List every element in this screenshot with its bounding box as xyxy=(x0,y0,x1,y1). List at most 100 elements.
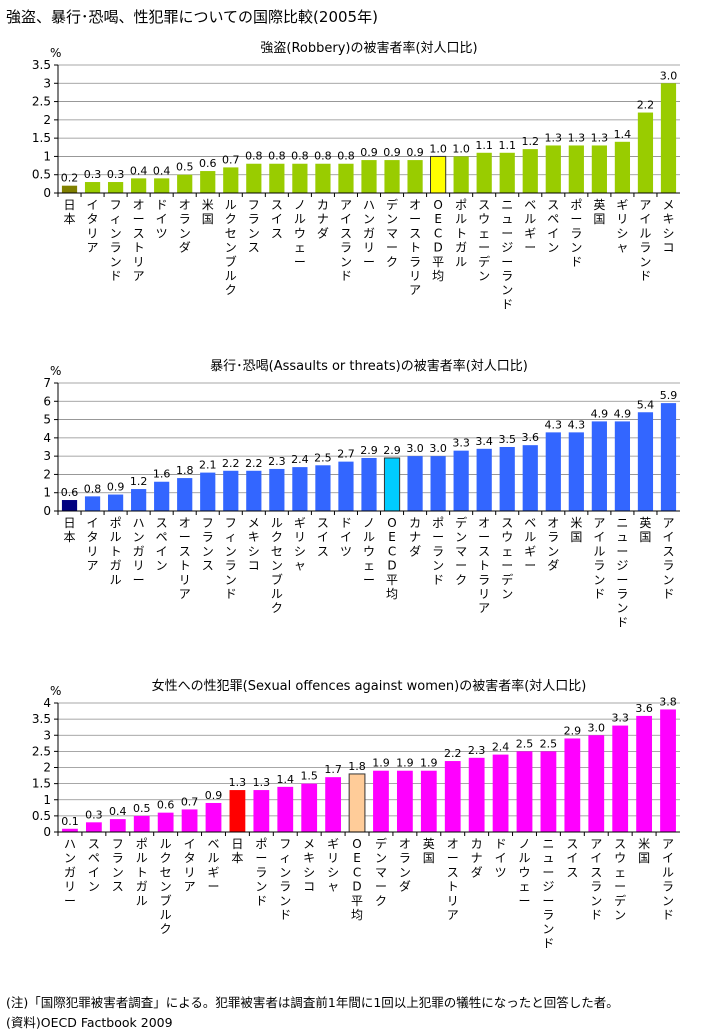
bar xyxy=(522,445,538,511)
bar xyxy=(499,152,515,193)
bar-value-label: 3.3 xyxy=(611,712,629,725)
category-label: オーストリア xyxy=(179,516,191,601)
bar xyxy=(540,751,557,832)
category-label: 英国 xyxy=(593,198,605,226)
bar xyxy=(453,156,469,193)
category-label: 日本 xyxy=(231,837,243,865)
bar-value-label: 1.5 xyxy=(300,770,318,783)
category-label: ハンガリー xyxy=(64,837,76,908)
y-tick-label: 3 xyxy=(43,76,51,90)
bar-value-label: 3.0 xyxy=(588,721,606,734)
bar-value-label: 2.5 xyxy=(516,737,534,750)
category-label: ポルトガル xyxy=(136,837,148,908)
y-tick-label: 2.5 xyxy=(32,95,51,109)
category-label: ドイツ xyxy=(340,516,352,558)
bar xyxy=(453,450,469,511)
bar xyxy=(373,770,389,832)
y-tick-label: 5 xyxy=(43,413,51,427)
y-tick-label: 2 xyxy=(43,113,51,127)
y-tick-label: 0.5 xyxy=(32,168,51,182)
category-label: イタリア xyxy=(87,516,99,573)
bar xyxy=(476,448,492,511)
category-label: スイス xyxy=(317,516,329,558)
bar xyxy=(246,163,262,193)
bar xyxy=(223,470,239,511)
bar-value-label: 3.4 xyxy=(475,435,493,448)
category-label: アイルランド xyxy=(639,198,651,283)
bar xyxy=(637,412,654,511)
bar xyxy=(499,447,515,511)
bar xyxy=(269,163,285,193)
bar xyxy=(253,790,270,832)
bar-value-label: 3.5 xyxy=(498,433,516,446)
bar xyxy=(109,819,126,832)
category-label: オランダ xyxy=(399,837,411,894)
category-label: オーストリア xyxy=(447,837,459,922)
y-tick-label: 2 xyxy=(43,761,51,775)
category-label: メキシコ xyxy=(303,837,315,894)
bar xyxy=(361,160,377,193)
bar-value-label: 0.8 xyxy=(268,150,286,163)
y-tick-label: 0 xyxy=(43,504,51,518)
y-tick-label: 4 xyxy=(43,431,51,445)
bar-value-label: 3.0 xyxy=(429,442,447,455)
bar-value-label: 5.4 xyxy=(637,398,655,411)
category-label: 英国 xyxy=(423,837,435,865)
bar xyxy=(660,403,677,511)
category-label: アイルランド xyxy=(662,837,674,922)
bar xyxy=(383,457,401,512)
category-label: ルクセンブルク xyxy=(160,837,172,936)
bar-value-label: 1.8 xyxy=(176,464,194,477)
bar-value-label: 1.7 xyxy=(324,763,342,776)
bar-value-label: 2.9 xyxy=(564,724,582,737)
category-label: ルクセンブルク xyxy=(225,198,237,297)
bar xyxy=(660,83,677,193)
y-tick-label: 4 xyxy=(43,696,51,710)
bar-value-label: 2.2 xyxy=(222,457,240,470)
category-label: スペイン xyxy=(88,837,100,894)
category-label: デンマーク xyxy=(375,836,387,908)
bar xyxy=(568,432,584,511)
bar-value-label: 0.4 xyxy=(109,805,127,818)
category-label: ノルウェー xyxy=(518,837,530,908)
y-tick-label: 0.5 xyxy=(32,809,51,823)
bar xyxy=(229,790,246,832)
bar-value-label: 1.9 xyxy=(420,757,438,770)
bar-value-label: 2.5 xyxy=(314,451,332,464)
bar-value-label: 0.1 xyxy=(61,815,79,828)
y-tick-label: 3 xyxy=(43,728,51,742)
bar xyxy=(177,174,193,193)
bar xyxy=(384,160,400,193)
bar xyxy=(107,182,124,193)
bar-value-label: 0.5 xyxy=(176,161,194,174)
bar xyxy=(361,457,377,511)
category-label: スウェーデン xyxy=(501,516,513,601)
bar-value-label: 3.0 xyxy=(660,69,678,82)
bar-value-label: 0.9 xyxy=(205,789,223,802)
category-label: 米国 xyxy=(202,198,214,226)
category-label: ノルウェー xyxy=(294,198,306,269)
y-tick-label: 2 xyxy=(43,467,51,481)
bar xyxy=(612,725,629,832)
bar xyxy=(200,472,216,511)
bar-value-label: 0.3 xyxy=(84,168,102,181)
category-label: デンマーク xyxy=(386,197,398,269)
bar xyxy=(277,786,294,832)
bar-value-label: 0.5 xyxy=(133,802,151,815)
bar-value-label: 0.8 xyxy=(337,150,355,163)
bar xyxy=(430,456,446,511)
category-label: ギリシャ xyxy=(327,837,339,894)
category-label: O E C D 平均 xyxy=(386,516,398,601)
category-label: メキシコ xyxy=(248,516,260,573)
category-label: アイスランド xyxy=(340,198,352,283)
bar xyxy=(614,421,631,511)
category-label: ドイツ xyxy=(495,837,507,879)
bar xyxy=(516,751,533,832)
page-title: 強盗、暴行･恐喝、性犯罪についての国際比較(2005年) xyxy=(6,8,378,26)
y-tick-label: 3.5 xyxy=(32,58,51,72)
category-label: オーストラリア xyxy=(478,516,490,615)
bar xyxy=(444,761,461,832)
category-label: カナダ xyxy=(471,837,483,879)
category-label: ベルギー xyxy=(524,198,536,255)
bar xyxy=(61,500,78,511)
